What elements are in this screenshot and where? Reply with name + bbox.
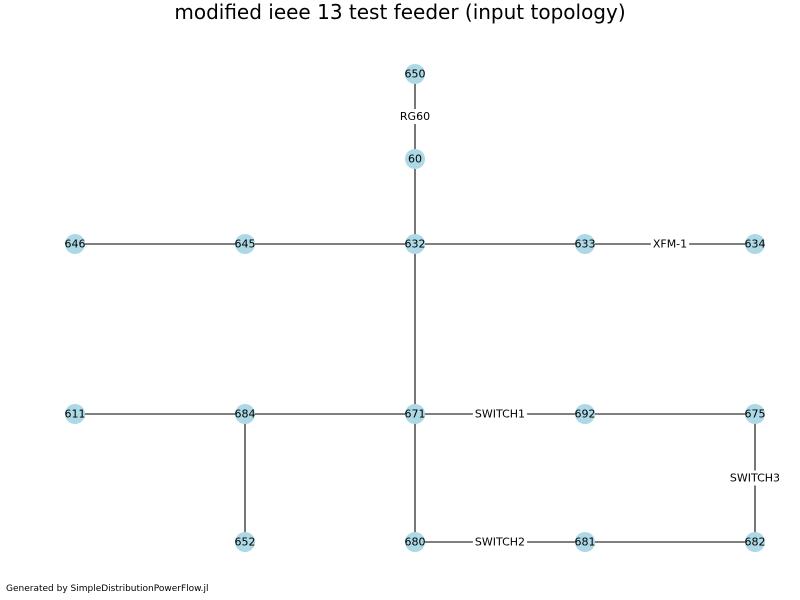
node-60: 60 (405, 149, 425, 169)
node-692: 692 (575, 404, 596, 424)
edge-label-text: SWITCH3 (730, 472, 780, 485)
node-label: 680 (405, 536, 426, 549)
node-680: 680 (405, 532, 426, 552)
node-circle (575, 234, 595, 254)
node-circle (235, 404, 255, 424)
node-circle (745, 404, 765, 424)
node-671: 671 (405, 404, 426, 424)
node-682: 682 (745, 532, 766, 552)
edge-label-background (472, 406, 528, 422)
edge-label-671-692: SWITCH1 (472, 406, 528, 422)
node-label: 671 (405, 408, 426, 421)
node-652: 652 (235, 532, 256, 552)
node-circle (745, 532, 765, 552)
node-633: 633 (575, 234, 596, 254)
node-label: 646 (65, 238, 86, 251)
node-label: 684 (235, 408, 256, 421)
node-circle (65, 404, 85, 424)
edge-label-633-634: XFM-1 (650, 236, 690, 252)
edge-label-text: SWITCH2 (475, 536, 525, 549)
node-label: 645 (235, 238, 256, 251)
node-label: 632 (405, 238, 426, 251)
node-circle (405, 532, 425, 552)
node-611: 611 (65, 404, 86, 424)
node-label: 682 (745, 536, 766, 549)
edge-label-text: RG60 (400, 110, 430, 123)
edge-label-background (650, 236, 690, 252)
node-684: 684 (235, 404, 256, 424)
node-646: 646 (65, 234, 86, 254)
node-circle (405, 404, 425, 424)
node-circle (405, 149, 425, 169)
node-label: 60 (408, 153, 422, 166)
node-circle (575, 532, 595, 552)
edge-label-background (727, 470, 783, 486)
diagram-title: modified ieee 13 test feeder (input topo… (174, 0, 626, 24)
node-675: 675 (745, 404, 766, 424)
node-label: 692 (575, 408, 596, 421)
node-circle (65, 234, 85, 254)
node-label: 681 (575, 536, 596, 549)
node-label: 634 (745, 238, 766, 251)
node-circle (405, 64, 425, 84)
edge-label-650-60: RG60 (397, 109, 433, 124)
node-circle (745, 234, 765, 254)
node-632: 632 (405, 234, 426, 254)
node-label: 611 (65, 408, 86, 421)
node-681: 681 (575, 532, 596, 552)
node-circle (575, 404, 595, 424)
footer-credit: Generated by SimpleDistributionPowerFlow… (6, 584, 209, 594)
node-label: 633 (575, 238, 596, 251)
node-circle (235, 234, 255, 254)
node-label: 650 (405, 68, 426, 81)
node-label: 652 (235, 536, 256, 549)
node-650: 650 (405, 64, 426, 84)
node-circle (405, 234, 425, 254)
edge-label-background (472, 534, 528, 550)
edge-label-675-682: SWITCH3 (727, 470, 783, 486)
node-label: 675 (745, 408, 766, 421)
edge-label-text: SWITCH1 (475, 408, 525, 421)
edge-label-680-681: SWITCH2 (472, 534, 528, 550)
node-circle (235, 532, 255, 552)
edge-label-text: XFM-1 (653, 238, 687, 251)
node-645: 645 (235, 234, 256, 254)
edge-label-background (397, 109, 433, 124)
node-634: 634 (745, 234, 766, 254)
